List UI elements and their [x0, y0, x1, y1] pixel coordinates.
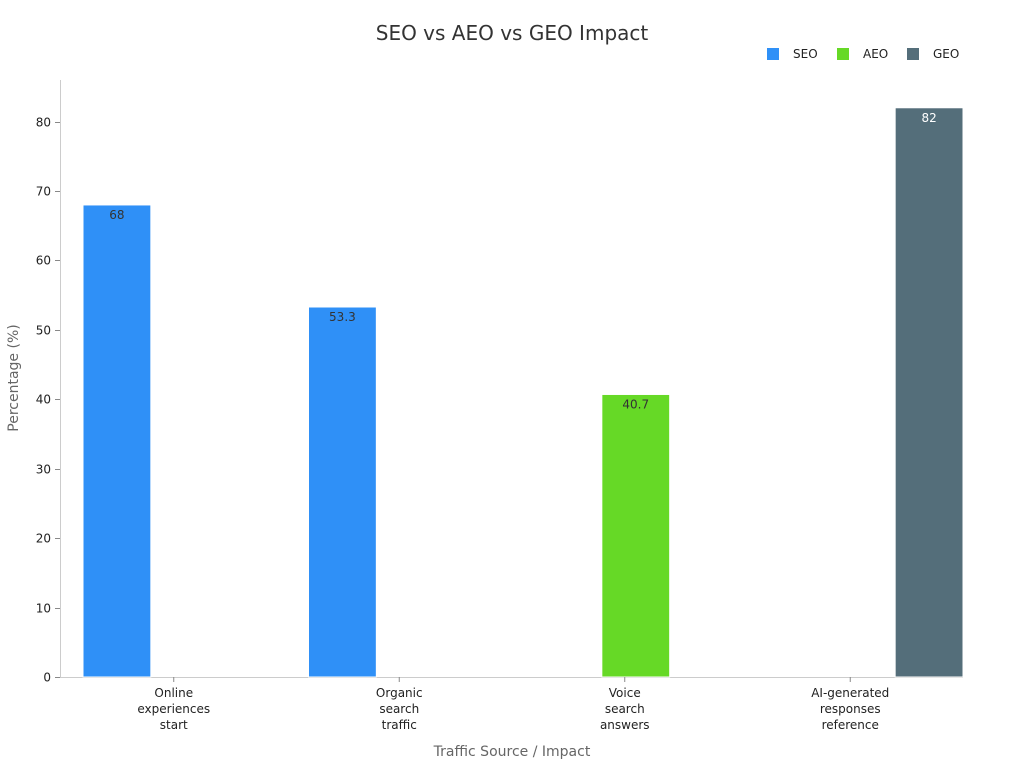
x-tick-label-line: search — [605, 702, 645, 716]
x-tick-label: Online experiences start — [137, 686, 210, 732]
x-tick-label: AI-generated responses reference — [811, 686, 889, 732]
y-tick-label: 60 — [36, 254, 51, 268]
legend-swatch-aeo — [837, 48, 849, 60]
x-tick-label-line: start — [160, 718, 188, 732]
chart-title: SEO vs AEO vs GEO Impact — [376, 21, 649, 45]
value-label: 40.7 — [622, 397, 649, 411]
legend: SEO AEO GEO — [767, 47, 959, 61]
legend-swatch-seo — [767, 48, 779, 60]
legend-label-geo: GEO — [933, 47, 959, 61]
value-label: 82 — [921, 111, 936, 125]
y-tick-label: 20 — [36, 532, 51, 546]
y-tick-label: 50 — [36, 324, 51, 338]
x-tick-label-line: reference — [822, 718, 879, 732]
bars — [82, 107, 964, 678]
bar-seo-0 — [82, 204, 152, 678]
y-tick-label: 40 — [36, 393, 51, 407]
y-axis-ticks: 0 10 20 30 40 50 60 70 80 — [36, 116, 60, 685]
y-axis-title: Percentage (%) — [6, 324, 22, 431]
bar-aeo-2 — [601, 393, 671, 678]
x-tick-label-line: answers — [600, 718, 650, 732]
bar-geo-3 — [894, 107, 964, 678]
y-tick-label: 0 — [43, 671, 51, 685]
x-tick-label: Organic search traffic — [376, 686, 423, 732]
legend-label-seo: SEO — [793, 47, 818, 61]
x-tick-label: Voice search answers — [600, 686, 650, 732]
x-tick-label-line: search — [379, 702, 419, 716]
x-axis-title: Traffic Source / Impact — [433, 744, 591, 760]
y-tick-label: 80 — [36, 116, 51, 130]
x-tick-label-line: responses — [820, 702, 881, 716]
x-tick-label-line: AI-generated — [811, 686, 889, 700]
value-label: 53.3 — [329, 310, 356, 324]
y-tick-label: 30 — [36, 463, 51, 477]
value-label: 68 — [109, 208, 124, 222]
x-tick-label-line: Organic — [376, 686, 423, 700]
x-tick-label-line: Online — [154, 686, 193, 700]
y-tick-label: 70 — [36, 185, 51, 199]
x-tick-label-line: experiences — [137, 702, 210, 716]
x-tick-label-line: traffic — [382, 718, 417, 732]
legend-label-aeo: AEO — [863, 47, 888, 61]
value-labels: 68 53.3 40.7 82 — [109, 111, 936, 412]
y-tick-label: 10 — [36, 602, 51, 616]
legend-swatch-geo — [907, 48, 919, 60]
x-tick-label-line: Voice — [609, 686, 641, 700]
bar-seo-1 — [308, 306, 377, 678]
x-axis-ticks: Online experiences start Organic search traff… — [137, 677, 889, 732]
